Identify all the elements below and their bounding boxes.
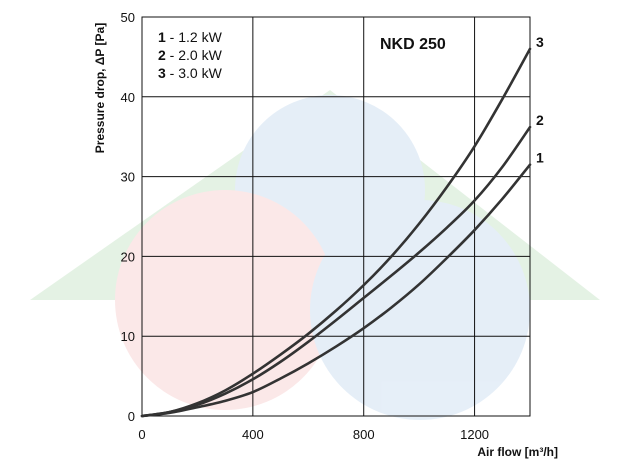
x-tick-label: 800 (353, 427, 375, 442)
x-tick-label: 1200 (460, 427, 489, 442)
y-axis-title: Pressure drop, ΔP [Pa] (93, 23, 107, 153)
x-tick-label: 0 (138, 427, 145, 442)
legend-entry-number: 2 (158, 47, 166, 63)
series-line-1 (140, 163, 532, 418)
series-end-labels: 1 2 3 (536, 34, 544, 166)
watermark-logo (30, 90, 600, 420)
grid (141, 16, 531, 417)
series-end-label-3: 3 (536, 34, 544, 50)
y-tick-label: 50 (121, 10, 135, 25)
legend-entry-number: 1 (158, 29, 166, 45)
y-tick-label: 40 (121, 90, 135, 105)
series-line-2 (140, 125, 532, 418)
y-tick-label: 10 (121, 329, 135, 344)
watermark-red-circle (115, 190, 335, 410)
series-line-3 (140, 47, 532, 418)
legend-entry-2: 2 - 2.0 kW (158, 47, 223, 63)
chart-title: NKD 250 (380, 36, 446, 53)
legend-entry-3: 3 - 3.0 kW (158, 65, 223, 81)
series-end-label-1: 1 (536, 150, 544, 166)
x-axis-title: Air flow [m³/h] (477, 445, 558, 459)
x-tick-label: 400 (242, 427, 264, 442)
legend: 1 - 1.2 kW2 - 2.0 kW3 - 3.0 kW (158, 29, 223, 81)
y-tick-label: 20 (121, 249, 135, 264)
watermark-blue-lower-circle (310, 200, 530, 420)
legend-entry-text: - 1.2 kW (166, 29, 223, 45)
x-tick-labels: 0 400 800 1200 (138, 427, 489, 442)
y-tick-labels: 0 10 20 30 40 50 (121, 10, 135, 424)
series-end-label-2: 2 (536, 112, 544, 128)
legend-entry-text: - 2.0 kW (166, 47, 223, 63)
legend-entry-1: 1 - 1.2 kW (158, 29, 223, 45)
y-tick-label: 30 (121, 170, 135, 185)
y-tick-label: 0 (128, 409, 135, 424)
legend-entry-text: - 3.0 kW (166, 65, 223, 81)
series-lines (140, 47, 532, 418)
legend-entry-number: 3 (158, 65, 166, 81)
